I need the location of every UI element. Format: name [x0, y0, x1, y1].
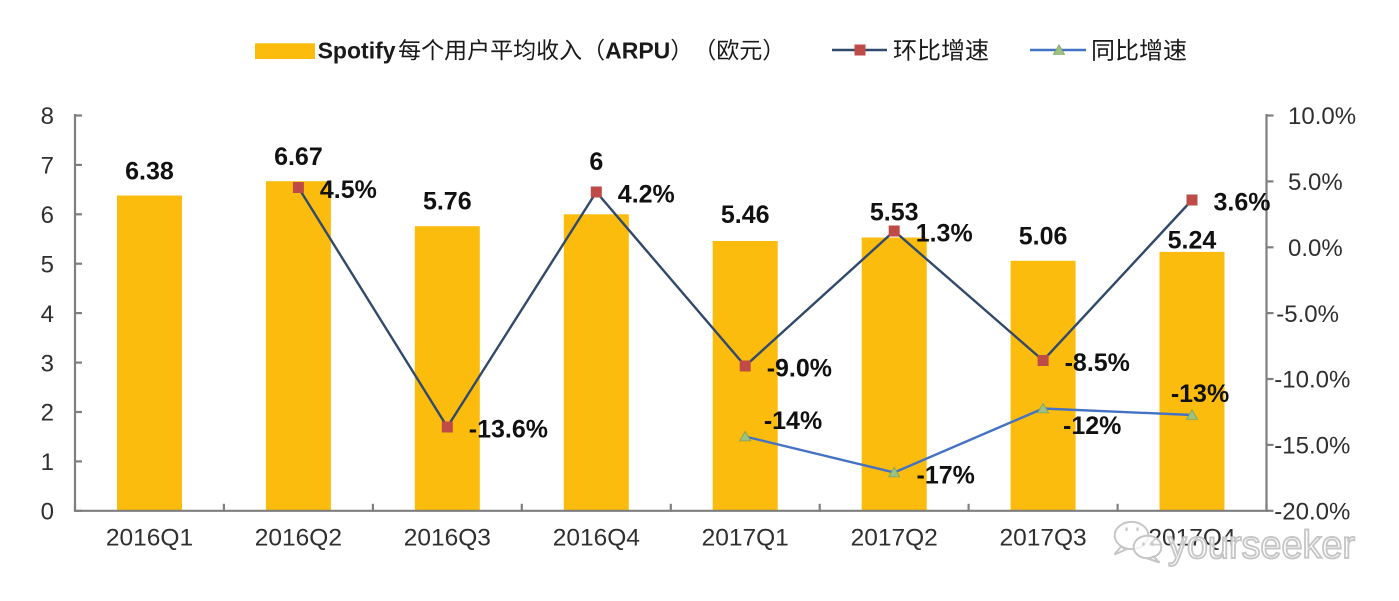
svg-text:-10.0%: -10.0% [1274, 367, 1350, 394]
svg-text:-5.0%: -5.0% [1276, 301, 1339, 328]
svg-text:2017Q2: 2017Q2 [851, 524, 938, 551]
svg-text:7: 7 [41, 153, 54, 180]
svg-text:4.5%: 4.5% [320, 176, 377, 204]
svg-text:2016Q4: 2016Q4 [553, 524, 640, 551]
svg-text:-9.0%: -9.0% [767, 355, 832, 383]
svg-text:-17%: -17% [917, 462, 975, 490]
svg-text:-13%: -13% [1171, 380, 1229, 408]
svg-text:6: 6 [41, 202, 54, 229]
svg-text:2017Q1: 2017Q1 [702, 524, 789, 551]
svg-text:5.46: 5.46 [721, 201, 770, 229]
svg-text:2: 2 [41, 400, 54, 427]
svg-text:5.0%: 5.0% [1288, 169, 1343, 196]
svg-text:5.06: 5.06 [1019, 223, 1068, 251]
svg-text:5: 5 [41, 251, 54, 278]
svg-text:2016Q3: 2016Q3 [404, 524, 491, 551]
svg-text:-20.0%: -20.0% [1274, 499, 1350, 526]
svg-text:yourseeker: yourseeker [1168, 524, 1355, 567]
svg-text:1.3%: 1.3% [916, 220, 973, 248]
svg-text:3.6%: 3.6% [1214, 189, 1271, 217]
svg-text:-14%: -14% [764, 407, 822, 435]
svg-text:2017Q3: 2017Q3 [1000, 524, 1087, 551]
svg-text:Spotify: Spotify [318, 37, 396, 63]
svg-text:-15.0%: -15.0% [1274, 433, 1350, 460]
svg-text:2017Q4: 2017Q4 [1148, 524, 1235, 551]
svg-text:5.76: 5.76 [423, 188, 472, 216]
svg-text:0: 0 [41, 499, 54, 526]
svg-text:4.2%: 4.2% [618, 181, 675, 209]
svg-text:4: 4 [41, 301, 54, 328]
svg-text:2016Q1: 2016Q1 [106, 524, 193, 551]
svg-text:2016Q2: 2016Q2 [255, 524, 342, 551]
svg-text:-12%: -12% [1063, 412, 1121, 440]
svg-text:6.38: 6.38 [125, 158, 174, 186]
svg-text:-13.6%: -13.6% [469, 416, 548, 444]
svg-text:8: 8 [41, 103, 54, 130]
svg-text:1: 1 [41, 449, 54, 476]
svg-text:6: 6 [589, 148, 603, 176]
svg-text:10.0%: 10.0% [1288, 103, 1356, 130]
svg-text:3: 3 [41, 350, 54, 377]
svg-text:5.53: 5.53 [870, 199, 919, 227]
svg-text:ARPU: ARPU [605, 37, 670, 63]
svg-text:0.0%: 0.0% [1288, 235, 1343, 262]
svg-text:5.24: 5.24 [1168, 227, 1217, 255]
svg-text:6.67: 6.67 [274, 143, 323, 171]
svg-text:-8.5%: -8.5% [1065, 349, 1130, 377]
